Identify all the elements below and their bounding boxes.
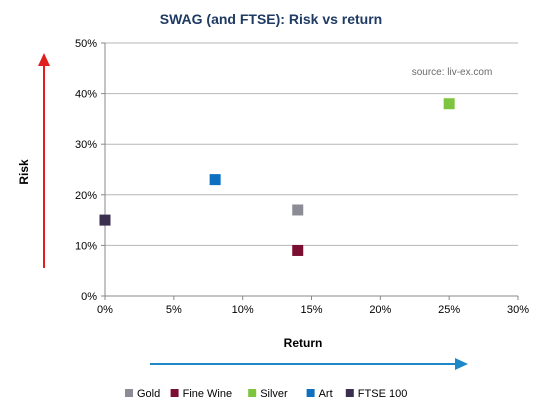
legend-label-fine-wine: Fine Wine [183, 388, 233, 400]
chart-title: SWAG (and FTSE): Risk vs return [160, 11, 382, 27]
y-tick-label: 40% [75, 89, 97, 101]
data-point-ftse-100 [99, 214, 111, 226]
legend-label-ftse-100: FTSE 100 [358, 388, 408, 400]
y-axis-label: Risk [17, 159, 31, 185]
x-tick-label: 20% [369, 304, 391, 316]
x-tick-label: 15% [300, 304, 322, 316]
legend-swatch-art [306, 389, 315, 397]
x-tick-label: 25% [438, 304, 460, 316]
data-point-silver [443, 98, 455, 110]
data-point-fine-wine [292, 244, 304, 256]
x-axis-label: Return [284, 336, 323, 350]
legend-swatch-silver [248, 389, 257, 397]
y-tick-label: 30% [75, 139, 97, 151]
risk-arrow [38, 53, 50, 268]
gridlines [101, 42, 518, 297]
y-tick-label: 0% [81, 291, 97, 303]
y-tick-label: 20% [75, 190, 97, 202]
legend: Gold Fine Wine Silver Art FTSE 100 [125, 388, 407, 400]
y-tick-labels: 0% 10% 20% 30% 40% 50% [75, 38, 97, 303]
return-arrow [150, 358, 468, 370]
legend-label-gold: Gold [137, 388, 160, 400]
legend-swatch-gold [125, 389, 133, 397]
x-tick-label: 30% [507, 304, 529, 316]
legend-swatch-ftse-100 [345, 389, 354, 397]
data-point-gold [292, 204, 304, 216]
data-point-art [209, 174, 221, 186]
legend-label-art: Art [319, 388, 333, 400]
x-tick-labels: 0% 5% 10% 15% 20% 25% 30% [97, 304, 529, 316]
x-tick-label: 5% [166, 304, 182, 316]
data-points [99, 98, 455, 256]
axes [104, 43, 519, 300]
legend-swatch-fine-wine [170, 389, 179, 397]
y-tick-label: 50% [75, 38, 97, 50]
y-tick-label: 10% [75, 240, 97, 252]
x-tick-label: 0% [97, 304, 113, 316]
x-tick-label: 10% [232, 304, 254, 316]
legend-label-silver: Silver [260, 388, 288, 400]
source-annotation: source: liv-ex.com [412, 67, 493, 78]
